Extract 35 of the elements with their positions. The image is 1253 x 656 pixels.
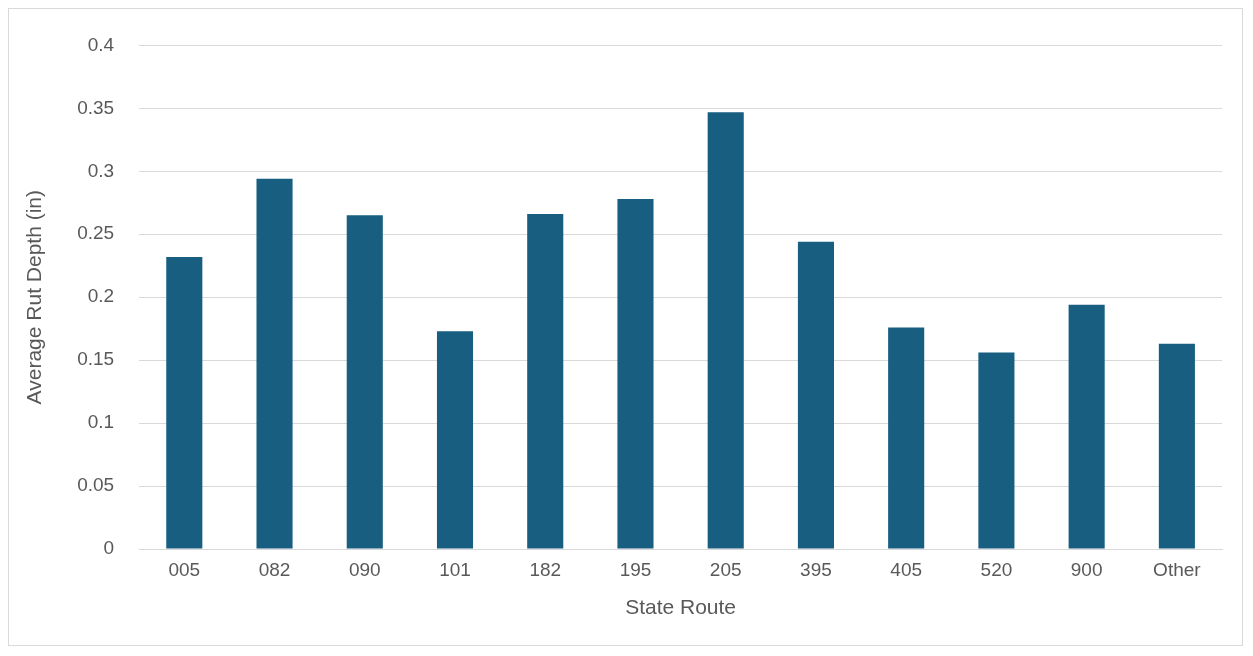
bar bbox=[527, 214, 564, 549]
y-tick-label: 0.35 bbox=[77, 96, 115, 118]
x-tick-label: 082 bbox=[258, 558, 291, 580]
bar bbox=[346, 215, 383, 549]
x-tick-label: 195 bbox=[619, 558, 652, 580]
x-tick-label: Other bbox=[1153, 558, 1202, 580]
x-tick-label: 900 bbox=[1070, 558, 1103, 580]
bar bbox=[256, 178, 293, 549]
x-axis-title: State Route bbox=[625, 595, 737, 619]
bar bbox=[617, 199, 654, 549]
bar bbox=[1158, 343, 1195, 549]
x-tick-label: 520 bbox=[980, 558, 1013, 580]
y-tick-label: 0.15 bbox=[77, 348, 115, 370]
x-tick-label: 005 bbox=[168, 558, 201, 580]
y-tick-label: 0.2 bbox=[87, 285, 115, 307]
y-tick-label: 0.1 bbox=[87, 411, 115, 433]
x-tick-label: 395 bbox=[800, 558, 832, 580]
bar bbox=[978, 352, 1015, 549]
y-axis-title: Average Rut Depth (in) bbox=[22, 190, 46, 405]
y-tick-label: 0.3 bbox=[87, 159, 115, 181]
bar bbox=[888, 327, 925, 549]
y-tick-label: 0.05 bbox=[77, 474, 115, 496]
bar bbox=[1068, 304, 1105, 549]
bar bbox=[707, 112, 744, 549]
x-tick-label: 182 bbox=[529, 558, 562, 580]
bar bbox=[166, 256, 203, 549]
bar bbox=[436, 331, 474, 549]
x-tick-label: 205 bbox=[709, 558, 742, 580]
x-tick-label: 405 bbox=[890, 558, 923, 580]
x-tick-label: 101 bbox=[439, 558, 471, 580]
x-tick-label: 090 bbox=[348, 558, 381, 580]
y-tick-label: 0.25 bbox=[77, 222, 115, 244]
y-tick-label: 0.4 bbox=[87, 33, 115, 55]
bar bbox=[797, 241, 834, 549]
y-tick-label: 0 bbox=[103, 537, 115, 559]
